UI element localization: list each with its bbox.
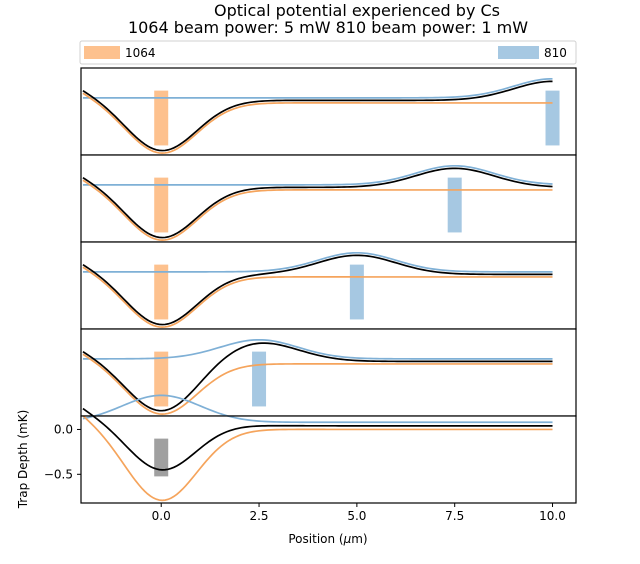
panel-frame [80, 415, 577, 504]
x-axis: 0.0 2.5 5.0 7.5 10.0 [152, 503, 566, 523]
series-total [82, 167, 553, 239]
panel-5 [80, 394, 577, 504]
series-810 [82, 77, 553, 99]
series-810 [82, 338, 553, 360]
beam-bar-810 [349, 264, 364, 320]
beam-bar-1064 [154, 264, 169, 320]
series-1064 [82, 415, 553, 502]
legend-swatch-810 [498, 46, 539, 59]
series-total [82, 80, 553, 152]
chart-title-line-2: 1064 beam power: 5 mW 810 beam power: 1 … [128, 18, 528, 37]
beam-bar-810 [545, 90, 560, 146]
series-total [82, 254, 553, 326]
series-1064 [82, 353, 553, 415]
series-1064 [82, 179, 553, 241]
legend-label-1064: 1064 [125, 46, 156, 60]
series-1064 [82, 266, 553, 328]
x-tick-label: 5.0 [347, 509, 366, 523]
x-axis-label: Position (μm) [288, 532, 367, 546]
legend: 1064 810 [79, 40, 577, 65]
series-810 [82, 164, 553, 186]
y-axis-label: Trap Depth (mK) [16, 410, 30, 510]
chart-title-line-1: Optical potential experienced by Cs [214, 1, 500, 20]
series-total [82, 407, 553, 471]
panels [80, 67, 577, 504]
beam-bar-1064 [154, 351, 169, 407]
x-tick-label: 0.0 [152, 509, 171, 523]
series-1064 [82, 92, 553, 154]
panel-3 [80, 241, 577, 330]
x-tick-label: 7.5 [445, 509, 464, 523]
x-tick-label: 10.0 [539, 509, 566, 523]
legend-frame [79, 40, 577, 65]
y-tick-label: 0.0 [54, 422, 73, 436]
y-axis: 0.0 −0.5 [44, 422, 81, 481]
beam-bar-810 [252, 351, 267, 407]
beam-bar-overlap [154, 438, 169, 477]
series-total [82, 342, 553, 412]
series-810 [82, 251, 553, 273]
beam-bar-810 [447, 177, 462, 233]
series-810 [82, 394, 553, 424]
legend-swatch-1064 [84, 46, 120, 59]
x-tick-label: 2.5 [249, 509, 268, 523]
beam-bar-1064 [154, 177, 169, 233]
panel-1 [80, 67, 577, 156]
legend-label-810: 810 [544, 46, 567, 60]
y-tick-label: −0.5 [44, 467, 73, 481]
beam-bar-1064 [154, 90, 169, 146]
panel-2 [80, 154, 577, 243]
panel-4 [80, 328, 577, 417]
